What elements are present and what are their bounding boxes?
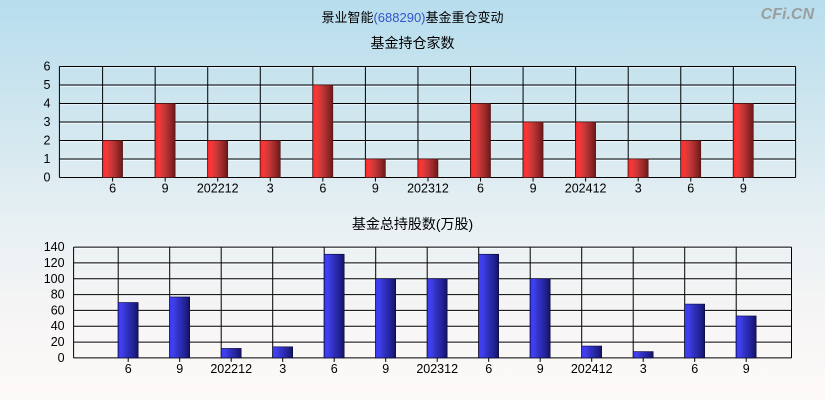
svg-text:20: 20 xyxy=(51,335,65,349)
svg-text:6: 6 xyxy=(691,362,698,376)
svg-text:202412: 202412 xyxy=(571,362,613,376)
svg-text:0: 0 xyxy=(58,351,65,365)
svg-text:1: 1 xyxy=(43,152,50,166)
svg-text:3: 3 xyxy=(43,115,50,129)
svg-text:3: 3 xyxy=(635,182,642,196)
svg-text:6: 6 xyxy=(319,182,326,196)
svg-text:120: 120 xyxy=(44,256,65,270)
svg-text:3: 3 xyxy=(279,362,286,376)
svg-text:9: 9 xyxy=(743,362,750,376)
svg-text:202312: 202312 xyxy=(407,182,449,196)
svg-text:202212: 202212 xyxy=(197,182,239,196)
svg-text:6: 6 xyxy=(485,362,492,376)
svg-text:4: 4 xyxy=(43,97,50,111)
svg-text:0: 0 xyxy=(43,171,50,185)
svg-text:6: 6 xyxy=(477,182,484,196)
svg-text:9: 9 xyxy=(176,362,183,376)
svg-text:5: 5 xyxy=(43,78,50,92)
svg-text:9: 9 xyxy=(740,182,747,196)
svg-text:3: 3 xyxy=(640,362,647,376)
svg-text:9: 9 xyxy=(162,182,169,196)
svg-text:202312: 202312 xyxy=(416,362,458,376)
svg-text:80: 80 xyxy=(51,288,65,302)
svg-text:202412: 202412 xyxy=(565,182,607,196)
svg-text:100: 100 xyxy=(44,272,65,286)
svg-text:9: 9 xyxy=(382,362,389,376)
svg-text:2: 2 xyxy=(43,134,50,148)
svg-text:6: 6 xyxy=(687,182,694,196)
svg-text:3: 3 xyxy=(267,182,274,196)
svg-text:140: 140 xyxy=(44,240,65,254)
svg-text:6: 6 xyxy=(125,362,132,376)
svg-text:9: 9 xyxy=(537,362,544,376)
svg-text:60: 60 xyxy=(51,303,65,317)
svg-text:6: 6 xyxy=(109,182,116,196)
svg-text:6: 6 xyxy=(331,362,338,376)
svg-text:9: 9 xyxy=(372,182,379,196)
svg-text:9: 9 xyxy=(530,182,537,196)
svg-text:202212: 202212 xyxy=(210,362,252,376)
svg-text:40: 40 xyxy=(51,319,65,333)
svg-text:6: 6 xyxy=(43,60,50,74)
